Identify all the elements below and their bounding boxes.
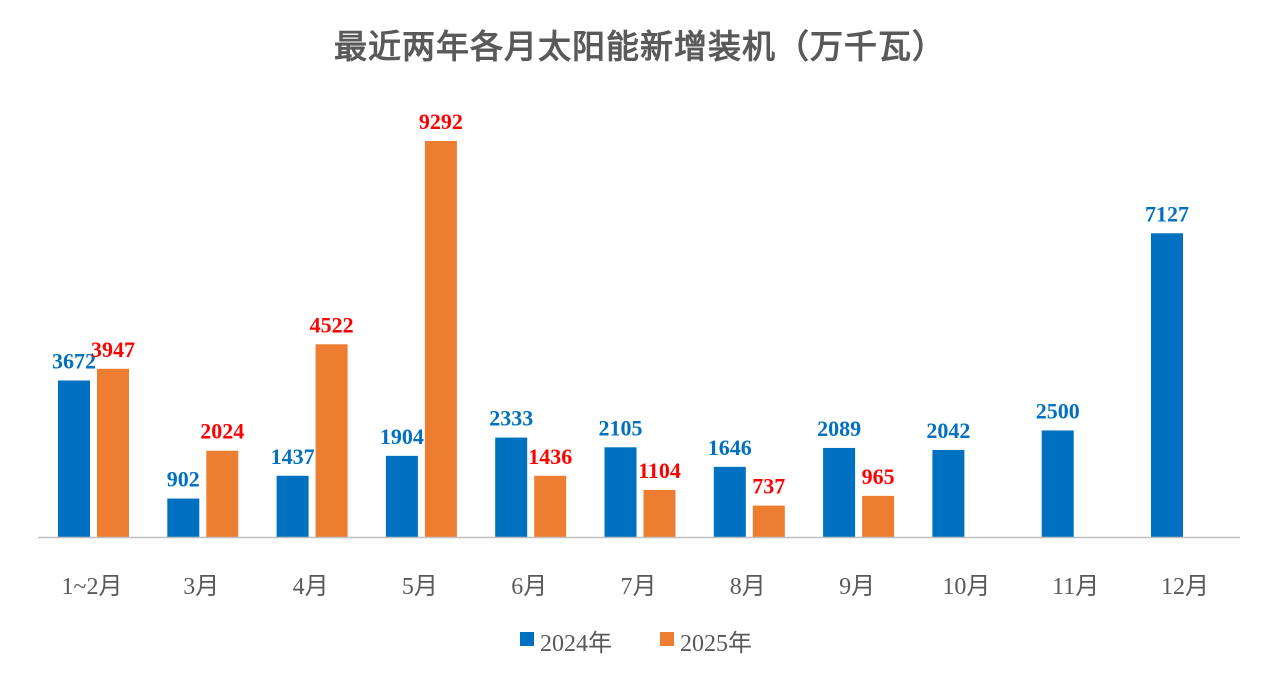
x-tick-label: 6月 [511,574,547,600]
bar-2025年-1~2月 [97,368,129,537]
data-label: 1646 [708,435,752,460]
x-tick-label: 4月 [293,574,329,600]
x-tick-label: 5月 [402,574,438,600]
bar-2024年-10月 [932,449,965,537]
data-label: 2105 [599,415,643,440]
bar-2024年-6月 [495,437,528,537]
data-label: 2042 [926,418,970,443]
bar-2025年-4月 [315,344,348,537]
legend-label: 2024年 [540,630,612,657]
bar-2024年-1~2月 [58,380,90,537]
bar-2025年-7月 [643,489,676,537]
data-label: 9292 [419,109,463,134]
bar-2025年-5月 [424,141,457,537]
data-label: 2089 [817,416,861,441]
bar-2024年-8月 [713,466,746,537]
x-tick-label: 7月 [621,574,657,600]
data-label: 4522 [310,312,354,337]
bar-2025年-8月 [752,505,785,537]
bar-2024年-9月 [823,447,856,537]
x-tick-label: 11月 [1052,574,1099,600]
data-label: 2333 [489,406,533,431]
legend-swatch-2024年 [520,632,534,646]
data-label: 902 [167,467,200,492]
bar-2024年-11月 [1041,430,1074,537]
bar-2024年-3月 [167,498,200,537]
data-label: 965 [862,464,895,489]
x-tick-label: 9月 [839,574,875,600]
data-label: 3947 [91,337,135,362]
data-label: 1904 [380,424,424,449]
chart-title: 最近两年各月太阳能新增装机（万千瓦） [334,27,946,66]
legend-label: 2025年 [680,630,752,657]
bar-2025年-6月 [534,475,567,537]
data-label: 2500 [1036,398,1080,423]
data-label: 2024 [200,419,244,444]
data-label: 1437 [271,444,315,469]
data-label: 3672 [52,349,96,374]
data-label: 737 [752,474,785,499]
x-tick-label: 12月 [1161,574,1209,600]
bar-2024年-5月 [385,455,418,537]
data-label: 1104 [638,458,681,483]
bar-2024年-7月 [604,447,637,537]
bar-2024年-12月 [1151,233,1183,537]
x-tick-label: 8月 [730,574,766,600]
x-tick-label: 3月 [183,574,219,600]
bar-2025年-9月 [862,495,895,537]
legend-swatch-2025年 [660,632,674,646]
bar-2025年-3月 [206,450,239,537]
bar-2024年-4月 [276,475,309,537]
data-label: 1436 [528,444,572,469]
data-label: 7127 [1145,201,1189,226]
x-tick-label: 1~2月 [62,574,123,600]
x-tick-label: 10月 [942,574,990,600]
